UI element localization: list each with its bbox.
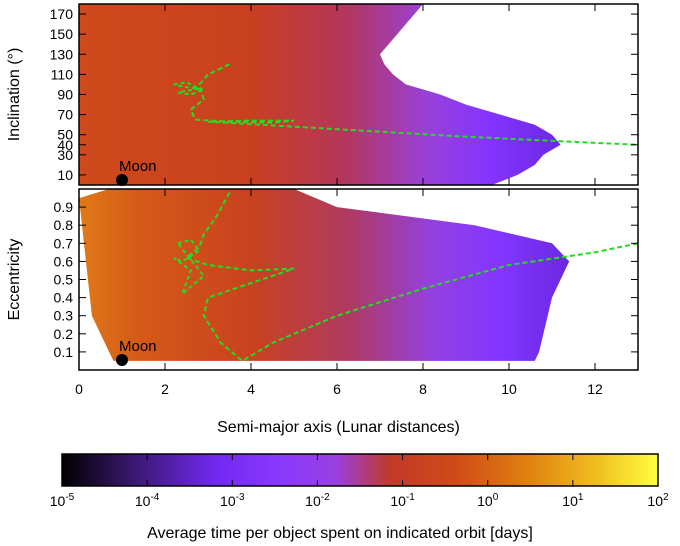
colorbar-tick-exponent: -3: [236, 492, 245, 503]
colorbar-tick-label: 10-1: [390, 492, 415, 509]
moon-marker-inc: [116, 173, 128, 186]
ytick-label-inc: 170: [50, 6, 74, 22]
ytick-label-inc: 70: [57, 107, 73, 123]
ytick-label-ecc: 0.5: [54, 272, 74, 288]
colorbar-tick-base: 10: [305, 493, 321, 509]
colorbar-tick-label: 10-4: [135, 492, 160, 509]
xtick-label-ecc: 4: [247, 381, 255, 397]
trajectory-inc: [189, 63, 638, 146]
ytick-label-inc: 10: [57, 167, 73, 183]
colorbar-tick-base: 10: [647, 493, 663, 509]
ytick-label-ecc: 0.6: [54, 253, 74, 269]
colorbar-tick-base: 10: [135, 493, 151, 509]
eccentricity-panel: 0.1 0.2 0.3 0.4 0.5 0.6 0.7 0.8 0.9 0 2 4 6 8 10 12 Ecce…: [6, 188, 639, 436]
ytick-label-inc: 110: [51, 66, 74, 82]
colorbar-tick-exponent: 1: [578, 492, 584, 503]
colorbar-tick-label: 102: [647, 492, 669, 509]
xtick-label-ecc: 2: [161, 381, 169, 397]
colorbar-tick-label: 10-2: [305, 492, 330, 509]
colorbar-tick-label: 10-3: [220, 492, 245, 509]
colorbar-tick-base: 10: [390, 493, 406, 509]
ytick-label-inc: 50: [57, 127, 73, 143]
ytick-label-inc: 30: [57, 147, 73, 163]
heatmap-inc: [79, 4, 561, 185]
xtick-label-ecc: 0: [75, 381, 83, 397]
ytick-label-ecc: 0.9: [54, 199, 74, 215]
ytick-label-inc: 40: [57, 137, 73, 153]
ytick-label-ecc: 0.1: [54, 344, 74, 360]
colorbar-gradient: [61, 453, 659, 487]
ytick-label-ecc: 0.2: [54, 326, 74, 342]
colorbar-tick-base: 10: [477, 493, 493, 509]
colorbar-tick-label: 10-5: [50, 492, 75, 509]
colorbar-tick-exponent: -2: [321, 492, 330, 503]
ylabel-inc: Inclination (°): [6, 48, 23, 142]
colorbar-label: Average time per object spent on indicat…: [147, 525, 533, 542]
xtick-label-ecc: 6: [333, 381, 341, 397]
ytick-label-inc: 130: [50, 46, 74, 62]
ytick-label-inc: 150: [50, 26, 74, 42]
colorbar-tick-base: 10: [220, 493, 236, 509]
moon-label-ecc: Moon: [119, 338, 157, 355]
heatmap-ecc: [79, 189, 570, 361]
colorbar-tick-label: 100: [477, 492, 499, 509]
ylabel-ecc: Eccentricity: [6, 239, 23, 321]
trajectory-loop-inc: [173, 81, 208, 96]
ytick-label-ecc: 0.3: [54, 308, 74, 324]
colorbar-tick-base: 10: [50, 493, 66, 509]
moon-label-inc: Moon: [119, 158, 157, 175]
ytick-label-ecc: 0.4: [54, 290, 74, 306]
trajectory-loop-ecc: [173, 238, 206, 298]
xtick-label-ecc: 8: [419, 381, 427, 397]
xtick-label-ecc: 12: [587, 381, 603, 397]
xtick-label-ecc: 10: [501, 381, 517, 397]
xlabel-ecc: Semi-major axis (Lunar distances): [217, 419, 460, 436]
moon-marker-ecc: [116, 354, 128, 367]
colorbar-tick-label: 101: [562, 492, 584, 509]
ytick-label-ecc: 0.7: [54, 235, 74, 251]
colorbar-tick-exponent: 0: [493, 492, 499, 503]
colorbar-tick-exponent: -4: [150, 492, 159, 503]
colorbar-tick-base: 10: [562, 493, 578, 509]
ytick-label-ecc: 0.8: [54, 217, 74, 233]
trajectory-ecc: [184, 192, 638, 363]
colorbar-tick-exponent: -1: [406, 492, 415, 503]
colorbar-tick-exponent: 2: [663, 492, 669, 503]
colorbar-tick-exponent: -5: [65, 492, 74, 503]
ytick-label-inc: 90: [57, 87, 73, 103]
